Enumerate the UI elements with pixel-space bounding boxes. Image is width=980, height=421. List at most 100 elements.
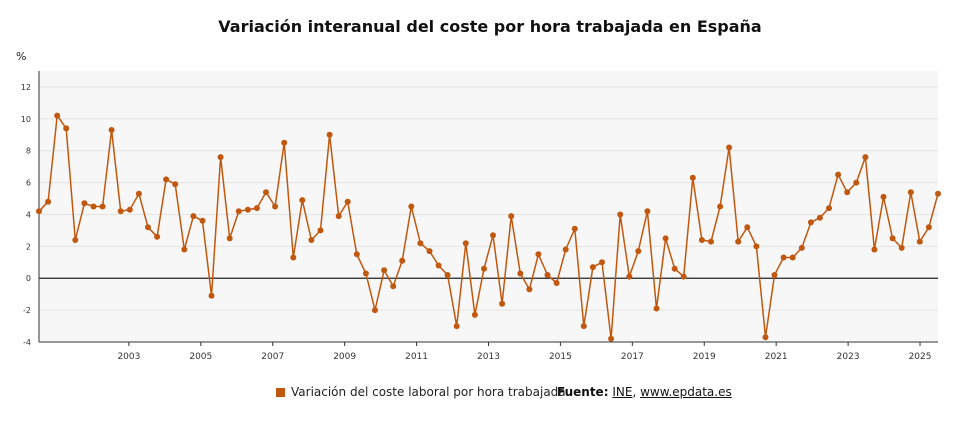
x-tick-label: 2009 (333, 352, 356, 362)
data-point (816, 214, 823, 221)
y-tick-label: -2 (23, 306, 31, 315)
data-point (253, 205, 260, 212)
source-separator: , (632, 385, 637, 399)
data-point (426, 248, 433, 255)
data-point (617, 211, 624, 218)
data-point (589, 264, 596, 271)
data-point (45, 198, 52, 205)
data-point (562, 246, 569, 253)
chart-title: Variación interanual del coste por hora … (218, 17, 762, 36)
data-point (344, 198, 351, 205)
x-tick-label: 2005 (189, 352, 212, 362)
legend-swatch (276, 387, 285, 397)
data-point (898, 244, 905, 251)
data-point (499, 300, 506, 307)
x-tick-label: 2011 (405, 352, 428, 362)
data-point (535, 251, 542, 258)
data-point (263, 189, 269, 196)
data-point (244, 206, 251, 213)
data-point (235, 208, 242, 215)
data-point (689, 174, 696, 181)
data-point (435, 262, 442, 269)
x-tick-label: 2013 (477, 352, 500, 362)
data-point (771, 272, 778, 278)
source-link-ine[interactable]: INE (612, 385, 633, 399)
y-tick-label: -4 (23, 338, 31, 347)
data-point (81, 200, 88, 207)
source-link-epdata[interactable]: www.epdata.es (640, 385, 732, 399)
plot-area (39, 71, 938, 342)
data-point (807, 219, 814, 226)
data-point (154, 233, 161, 240)
x-tick-label: 2021 (765, 352, 788, 362)
data-point (390, 283, 397, 290)
data-point (417, 240, 424, 247)
x-tick-label: 2023 (837, 352, 860, 362)
data-point (181, 246, 188, 253)
x-tick-label: 2019 (693, 352, 716, 362)
data-point (907, 189, 914, 196)
data-point (826, 205, 832, 212)
data-point (199, 217, 206, 224)
data-point (353, 251, 360, 258)
data-point (308, 237, 315, 243)
y-tick-label: 4 (26, 210, 31, 219)
data-point (753, 243, 760, 250)
source-note: Fuente: INE, www.epdata.es (557, 385, 732, 399)
data-point (299, 197, 306, 204)
data-point (571, 225, 578, 232)
data-point (925, 224, 932, 231)
x-tick-label: 2007 (261, 352, 284, 362)
data-point (335, 213, 342, 220)
legend[interactable]: Variación del coste laboral por hora tra… (276, 385, 566, 399)
data-point (599, 259, 605, 266)
data-point (508, 213, 515, 220)
data-point (862, 154, 869, 161)
data-point (462, 240, 469, 247)
y-tick-label: 10 (21, 115, 31, 124)
data-point (145, 224, 151, 231)
data-point (853, 179, 860, 186)
data-point (54, 112, 61, 119)
data-point (36, 208, 42, 215)
data-point (626, 273, 633, 280)
data-point (680, 273, 687, 280)
data-point (916, 238, 923, 245)
y-tick-label: 0 (26, 274, 31, 283)
y-tick-label: 6 (26, 179, 31, 188)
data-point (63, 125, 70, 132)
data-point (108, 127, 115, 133)
data-point (517, 270, 524, 277)
data-point (789, 254, 796, 261)
data-point (317, 227, 324, 234)
data-point (835, 171, 842, 178)
data-point (780, 254, 787, 261)
data-point (653, 305, 660, 312)
data-point (272, 203, 279, 210)
data-point (580, 323, 587, 330)
y-tick-label: 8 (26, 147, 31, 156)
data-point (481, 265, 487, 272)
data-point (90, 203, 97, 210)
data-point (671, 265, 678, 272)
data-point (217, 154, 224, 161)
data-point (290, 254, 297, 261)
data-point (381, 267, 388, 274)
x-tick-label: 2015 (549, 352, 572, 362)
data-point (798, 244, 805, 251)
data-point (871, 246, 878, 253)
x-tick-label: 2017 (621, 352, 644, 362)
data-point (72, 237, 79, 243)
data-point (471, 311, 478, 318)
data-point (190, 213, 197, 220)
data-point (453, 323, 460, 330)
data-point (163, 176, 170, 183)
x-tick-label: 2003 (117, 352, 140, 362)
data-point (717, 203, 724, 210)
data-point (762, 334, 769, 341)
data-point (117, 208, 124, 215)
data-point (126, 206, 133, 213)
data-point (99, 203, 106, 210)
data-point (444, 272, 451, 278)
